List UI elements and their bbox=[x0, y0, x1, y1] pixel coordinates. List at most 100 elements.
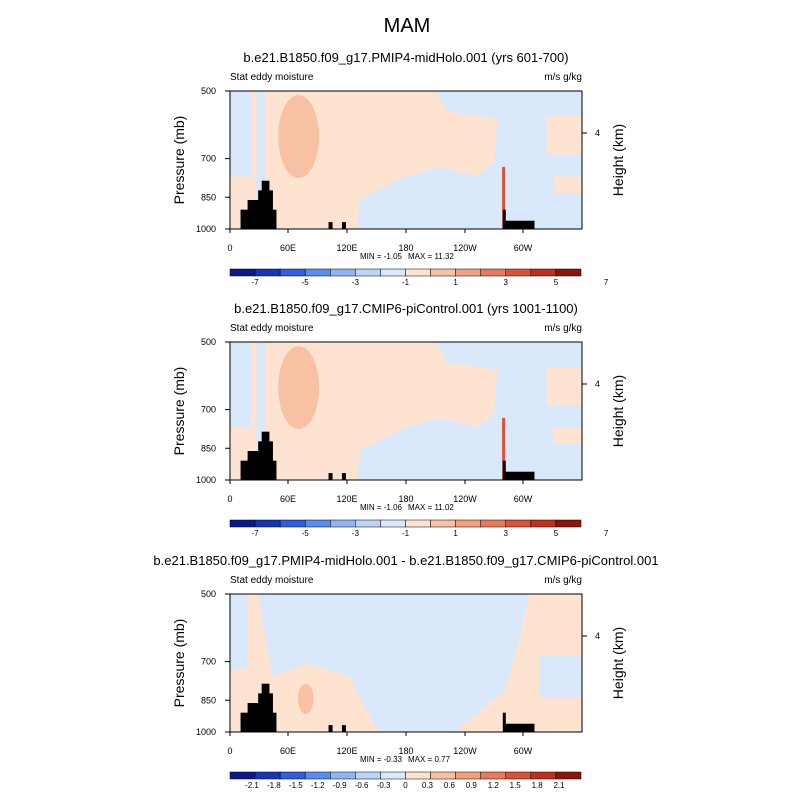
colorbar-swatch bbox=[405, 268, 431, 277]
x-tick-label: 0 bbox=[227, 243, 232, 253]
x-tick-label: 120E bbox=[336, 494, 357, 504]
min-label: MIN = -1.06 bbox=[360, 503, 403, 512]
colorbar-tick-label: 1.5 bbox=[510, 781, 522, 790]
colorbar-swatch bbox=[380, 519, 406, 528]
positive-region bbox=[553, 427, 582, 445]
colorbar-tick-label: -3 bbox=[352, 278, 360, 287]
colorbar-swatch bbox=[530, 519, 557, 528]
topography-bar bbox=[247, 451, 256, 480]
x-tick-label: 180 bbox=[398, 746, 413, 756]
x-tick-label: 120E bbox=[336, 746, 357, 756]
moisture-plume bbox=[502, 166, 506, 229]
panel-title: b.e21.B1850.f09_g17.CMIP6-piControl.001 … bbox=[234, 301, 578, 316]
colorbar-tick-label: 0.3 bbox=[422, 781, 434, 790]
colorbar-tick-label: -0.6 bbox=[355, 781, 369, 790]
colorbar-swatch bbox=[279, 268, 306, 277]
colorbar-swatch bbox=[254, 771, 281, 780]
units-label: m/s g/kg bbox=[544, 72, 582, 83]
colorbar-swatch bbox=[405, 519, 431, 528]
topography-bar bbox=[328, 222, 333, 229]
colorbar-swatch bbox=[505, 771, 532, 780]
colorbar-tick-label: 5 bbox=[554, 278, 559, 287]
moisture-maximum bbox=[278, 346, 320, 429]
colorbar-swatch bbox=[304, 771, 331, 780]
panel-3: b.e21.B1850.f09_g17.PMIP4-midHolo.001 - … bbox=[153, 553, 658, 790]
colorbar-tick-label: 1 bbox=[453, 278, 458, 287]
colorbar-swatch bbox=[555, 519, 582, 528]
x-tick-label: 60W bbox=[514, 746, 533, 756]
y-tick-label: 850 bbox=[201, 443, 216, 453]
variable-label: Stat eddy moisture bbox=[230, 323, 314, 334]
negative-region bbox=[230, 91, 252, 177]
topography-bar bbox=[247, 200, 256, 229]
colorbar-swatch bbox=[455, 268, 481, 277]
topography-bar bbox=[268, 460, 277, 480]
negative-region bbox=[230, 594, 248, 670]
x-tick-label: 120W bbox=[453, 746, 477, 756]
moisture-maximum bbox=[278, 95, 320, 178]
y-axis-label: Pressure (mb) bbox=[171, 116, 187, 205]
colorbar-swatch bbox=[505, 519, 532, 528]
topography-bar bbox=[502, 209, 506, 229]
x-tick-label: 60E bbox=[280, 746, 296, 756]
colorbar-tick-label: 0.9 bbox=[466, 781, 478, 790]
colorbar-swatch bbox=[380, 268, 406, 277]
colorbar-tick-label: -3 bbox=[352, 529, 360, 538]
colorbar-tick-label: -1.2 bbox=[311, 781, 325, 790]
y-tick-label: 1000 bbox=[196, 727, 216, 737]
negative-region bbox=[356, 91, 582, 229]
colorbar-swatch bbox=[480, 771, 507, 780]
y-axis-label: Pressure (mb) bbox=[171, 619, 187, 708]
colorbar-tick-label: -1 bbox=[402, 278, 410, 287]
colorbar-swatch bbox=[330, 519, 356, 528]
panel-title: b.e21.B1850.f09_g17.PMIP4-midHolo.001 - … bbox=[153, 553, 658, 568]
colorbar-swatch bbox=[380, 771, 406, 780]
colorbar-swatch bbox=[555, 268, 582, 277]
colorbar-tick-label: -0.9 bbox=[333, 781, 347, 790]
negative-region bbox=[539, 656, 582, 698]
colorbar-swatch bbox=[480, 268, 507, 277]
topography-bar bbox=[341, 473, 346, 480]
topography-bar bbox=[240, 460, 249, 480]
colorbar-tick-label: 7 bbox=[604, 529, 609, 538]
colorbar-swatch bbox=[229, 268, 256, 277]
x-tick-label: 0 bbox=[227, 494, 232, 504]
colorbar-swatch bbox=[254, 519, 281, 528]
colorbar-swatch bbox=[355, 771, 381, 780]
y-tick-label: 1000 bbox=[196, 224, 216, 234]
topography-bar bbox=[240, 712, 249, 732]
topography-bar bbox=[502, 460, 506, 480]
max-label: MAX = 11.32 bbox=[408, 252, 454, 261]
colorbar-tick-label: 3 bbox=[504, 529, 509, 538]
x-tick-label: 60W bbox=[514, 243, 533, 253]
colorbar-tick-label: -1 bbox=[402, 529, 410, 538]
colorbar-tick-label: 1 bbox=[453, 529, 458, 538]
x-tick-label: 60E bbox=[280, 494, 296, 504]
colorbar-swatch bbox=[480, 519, 507, 528]
colorbar-tick-label: -0.3 bbox=[377, 781, 391, 790]
colorbar-tick-label: 0 bbox=[403, 781, 408, 790]
x-tick-label: 0 bbox=[227, 746, 232, 756]
panel-2: b.e21.B1850.f09_g17.CMIP6-piControl.001 … bbox=[171, 301, 626, 538]
y2-tick-label: 4 bbox=[595, 379, 600, 389]
y-tick-label: 850 bbox=[201, 192, 216, 202]
colorbar-swatch bbox=[279, 519, 306, 528]
topography-bar bbox=[341, 222, 346, 229]
variable-label: Stat eddy moisture bbox=[230, 575, 314, 586]
y-tick-label: 850 bbox=[201, 695, 216, 705]
units-label: m/s g/kg bbox=[544, 575, 582, 586]
colorbar-swatch bbox=[229, 771, 256, 780]
min-label: MIN = -0.33 bbox=[360, 755, 403, 764]
topography-bar bbox=[504, 723, 535, 732]
colorbar-swatch bbox=[304, 519, 331, 528]
positive-region bbox=[546, 366, 582, 406]
positive-region bbox=[553, 176, 582, 194]
colorbar-tick-label: -7 bbox=[252, 529, 260, 538]
max-label: MAX = 0.77 bbox=[408, 755, 451, 764]
y2-tick-label: 4 bbox=[595, 128, 600, 138]
x-tick-label: 180 bbox=[398, 243, 413, 253]
colorbar-tick-label: 7 bbox=[604, 278, 609, 287]
colorbar-swatch bbox=[355, 268, 381, 277]
min-label: MIN = -1.05 bbox=[360, 252, 403, 261]
